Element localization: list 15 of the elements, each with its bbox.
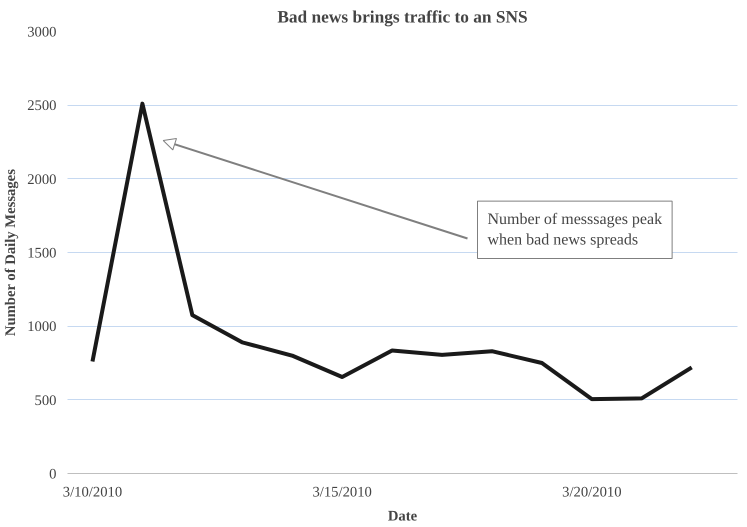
x-axis-title: Date: [388, 508, 418, 524]
y-tick-label: 1500: [27, 246, 56, 262]
y-tick-label: 0: [49, 466, 56, 482]
y-tick-label: 2000: [27, 172, 56, 188]
y-tick-label: 1000: [27, 319, 56, 336]
line-series: [90, 102, 694, 402]
x-tick-label: 3/20/2010: [562, 484, 622, 500]
y-tick-label: 2500: [27, 98, 56, 114]
x-tick-label: 3/10/2010: [62, 484, 122, 500]
y-tick-label: 3000: [27, 24, 56, 40]
chart-title: Bad news brings traffic to an SNS: [277, 8, 528, 26]
x-tick-label: 3/15/2010: [312, 484, 372, 500]
y-tick-label: 500: [34, 392, 56, 409]
annotation: Number of messsages peak when bad news spreads: [488, 211, 662, 248]
y-axis-title: Number of Daily Messages: [3, 168, 20, 336]
